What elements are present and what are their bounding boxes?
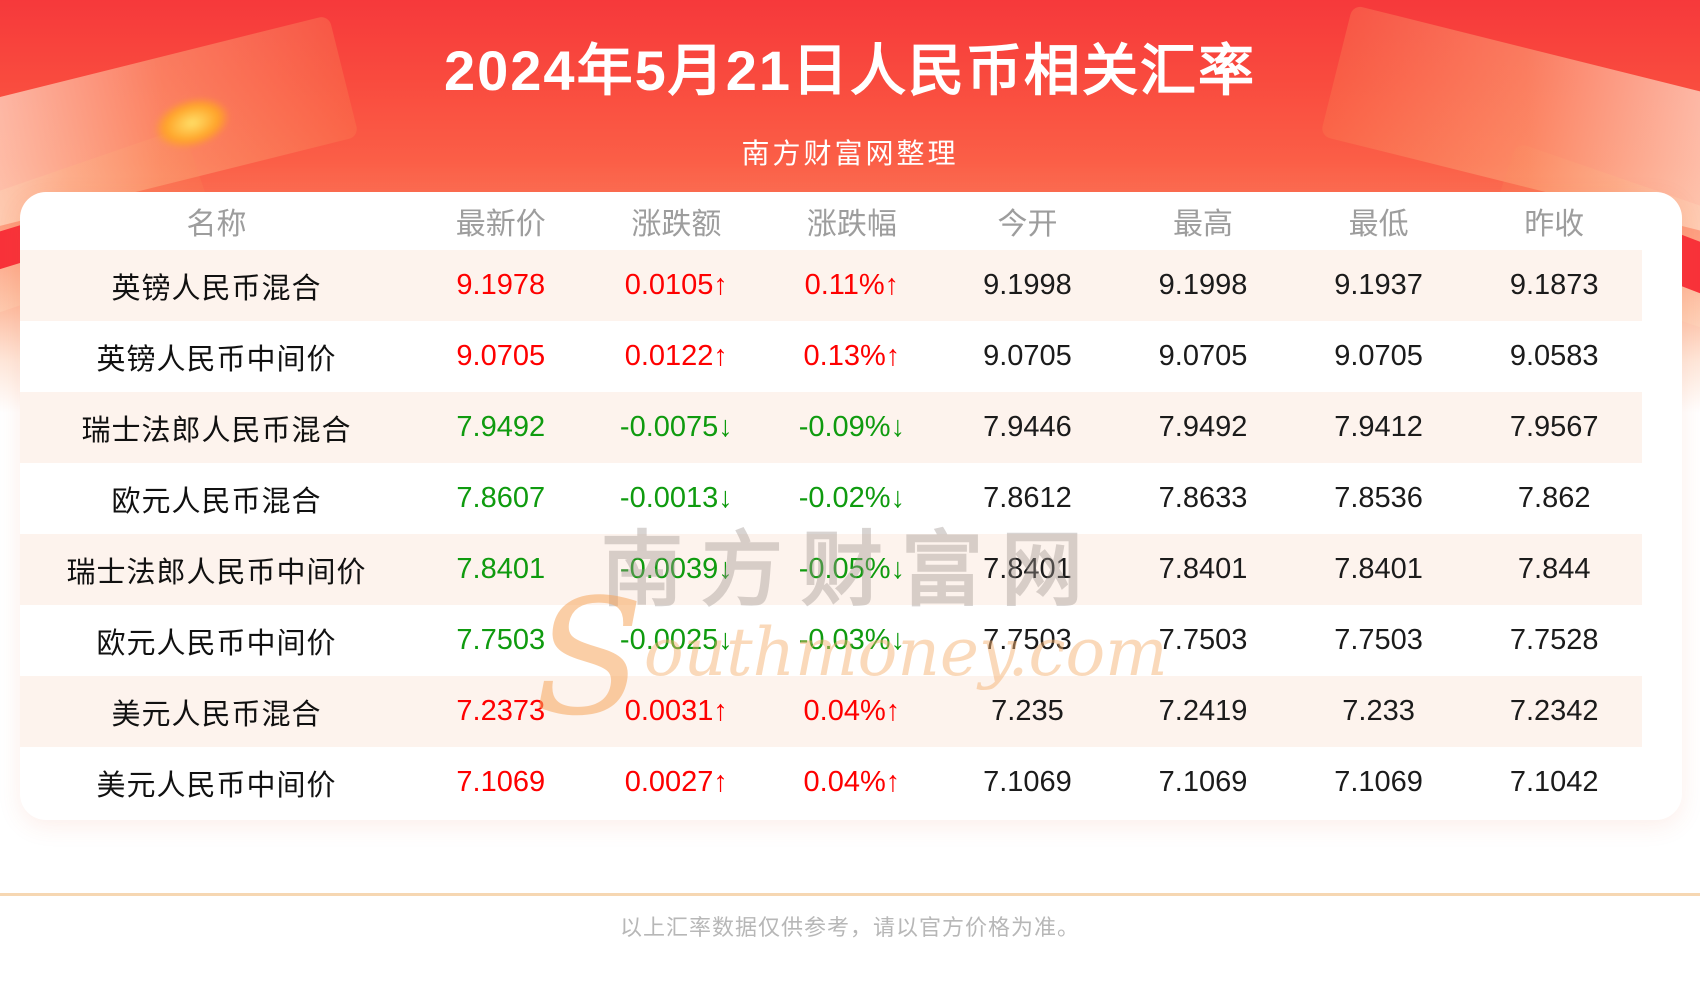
cell-open: 7.9446 — [983, 411, 1072, 443]
column-header-change: 涨跌额 — [631, 208, 722, 241]
cell-latest: 7.9492 — [456, 411, 546, 443]
cell-latest: 7.2373 — [456, 695, 546, 727]
cell-change: 0.0027↑ — [624, 766, 728, 798]
cell-prev-close: 7.2342 — [1509, 695, 1599, 727]
cell-open: 7.8401 — [983, 553, 1072, 585]
cell-change: 0.0122↑ — [624, 340, 728, 372]
column-header-latest: 最新价 — [455, 208, 546, 241]
page-title: 2024年5月21日人民币相关汇率 — [443, 39, 1256, 102]
exchange-rates-table: 名称 最新价 涨跌额 涨跌幅 今开 最高 最低 昨收 英镑人民币混合 9.197… — [20, 192, 1642, 818]
column-header-low: 最低 — [1348, 208, 1409, 241]
cell-low: 7.233 — [1342, 695, 1415, 727]
cell-name: 欧元人民币混合 — [111, 485, 322, 518]
cell-latest: 9.0705 — [456, 340, 546, 372]
cell-high: 9.1998 — [1158, 269, 1248, 301]
cell-high: 7.9492 — [1158, 411, 1248, 443]
cell-prev-close: 7.862 — [1517, 482, 1591, 514]
column-header-high: 最高 — [1173, 208, 1234, 241]
cell-prev-close: 7.844 — [1517, 553, 1591, 585]
cell-change-pct: 0.04%↑ — [803, 766, 901, 798]
cell-low: 7.8536 — [1334, 482, 1423, 514]
cell-latest: 9.1978 — [456, 269, 546, 301]
cell-low: 7.1069 — [1334, 766, 1423, 798]
cell-prev-close: 9.1873 — [1509, 269, 1599, 301]
table-row: 欧元人民币中间价 7.7503 -0.0025↓ -0.03%↓ 7.7503 … — [20, 605, 1642, 676]
table-row: 英镑人民币混合 9.1978 0.0105↑ 0.11%↑ 9.1998 9.1… — [20, 250, 1642, 321]
cell-change: -0.0039↓ — [619, 553, 733, 585]
cell-change-pct: -0.09%↓ — [798, 411, 906, 443]
cell-name: 美元人民币混合 — [111, 698, 322, 731]
rates-table-wrap: 名称 最新价 涨跌额 涨跌幅 今开 最高 最低 昨收 英镑人民币混合 9.197… — [20, 192, 1682, 818]
cell-latest: 7.1069 — [456, 766, 546, 798]
cell-low: 9.0705 — [1334, 340, 1423, 372]
column-header-open: 今开 — [997, 208, 1058, 241]
cell-high: 7.8401 — [1158, 553, 1248, 585]
cell-change-pct: 0.13%↑ — [803, 340, 901, 372]
cell-prev-close: 9.0583 — [1509, 340, 1599, 372]
cell-high: 7.1069 — [1158, 766, 1248, 798]
cell-change-pct: -0.02%↓ — [798, 482, 906, 514]
cell-latest: 7.7503 — [456, 624, 546, 656]
cell-latest: 7.8607 — [456, 482, 546, 514]
table-row: 瑞士法郎人民币中间价 7.8401 -0.0039↓ -0.05%↓ 7.840… — [20, 534, 1642, 605]
cell-name: 瑞士法郎人民币中间价 — [66, 556, 367, 589]
cell-open: 7.8612 — [983, 482, 1072, 514]
cell-name: 美元人民币中间价 — [96, 769, 337, 802]
cell-high: 7.8633 — [1158, 482, 1248, 514]
cell-name: 英镑人民币混合 — [111, 272, 322, 305]
cell-change: -0.0075↓ — [619, 411, 733, 443]
page-subtitle: 南方财富网整理 — [741, 138, 959, 169]
cell-high: 9.0705 — [1158, 340, 1248, 372]
cell-low: 7.9412 — [1334, 411, 1423, 443]
cell-change-pct: -0.05%↓ — [798, 553, 906, 585]
cell-low: 7.7503 — [1334, 624, 1423, 656]
cell-latest: 7.8401 — [456, 553, 546, 585]
table-row: 美元人民币中间价 7.1069 0.0027↑ 0.04%↑ 7.1069 7.… — [20, 747, 1642, 818]
cell-name: 英镑人民币中间价 — [96, 343, 337, 376]
cell-prev-close: 7.1042 — [1509, 766, 1599, 798]
cell-change: -0.0025↓ — [619, 624, 733, 656]
footer-disclaimer: 以上汇率数据仅供参考，请以官方价格为准。 — [619, 915, 1080, 940]
cell-open: 7.1069 — [983, 766, 1072, 798]
cell-open: 9.0705 — [983, 340, 1072, 372]
table-row: 美元人民币混合 7.2373 0.0031↑ 0.04%↑ 7.235 7.24… — [20, 676, 1642, 747]
rates-table-card: 名称 最新价 涨跌额 涨跌幅 今开 最高 最低 昨收 英镑人民币混合 9.197… — [20, 192, 1682, 820]
table-row: 欧元人民币混合 7.8607 -0.0013↓ -0.02%↓ 7.8612 7… — [20, 463, 1642, 534]
cell-change-pct: 0.11%↑ — [804, 269, 900, 301]
footer-divider — [0, 893, 1700, 896]
cell-name: 瑞士法郎人民币混合 — [81, 414, 352, 447]
cell-high: 7.2419 — [1158, 695, 1248, 727]
cell-prev-close: 7.7528 — [1509, 624, 1599, 656]
column-header-change-pct: 涨跌幅 — [806, 208, 897, 241]
cell-change: 0.0031↑ — [624, 695, 728, 727]
cell-change-pct: -0.03%↓ — [798, 624, 906, 656]
table-row: 瑞士法郎人民币混合 7.9492 -0.0075↓ -0.09%↓ 7.9446… — [20, 392, 1642, 463]
cell-low: 7.8401 — [1334, 553, 1423, 585]
cell-change-pct: 0.04%↑ — [803, 695, 901, 727]
cell-open: 7.7503 — [983, 624, 1072, 656]
cell-name: 欧元人民币中间价 — [96, 627, 337, 660]
cell-low: 9.1937 — [1334, 269, 1423, 301]
cell-change: 0.0105↑ — [624, 269, 728, 301]
column-header-name: 名称 — [186, 208, 247, 241]
cell-open: 7.235 — [991, 695, 1064, 727]
cell-high: 7.7503 — [1158, 624, 1248, 656]
cell-prev-close: 7.9567 — [1509, 411, 1599, 443]
cell-change: -0.0013↓ — [619, 482, 733, 514]
table-header-row: 名称 最新价 涨跌额 涨跌幅 今开 最高 最低 昨收 — [20, 192, 1642, 250]
table-row: 英镑人民币中间价 9.0705 0.0122↑ 0.13%↑ 9.0705 9.… — [20, 321, 1642, 392]
cell-open: 9.1998 — [983, 269, 1072, 301]
column-header-prev-close: 昨收 — [1524, 208, 1585, 241]
